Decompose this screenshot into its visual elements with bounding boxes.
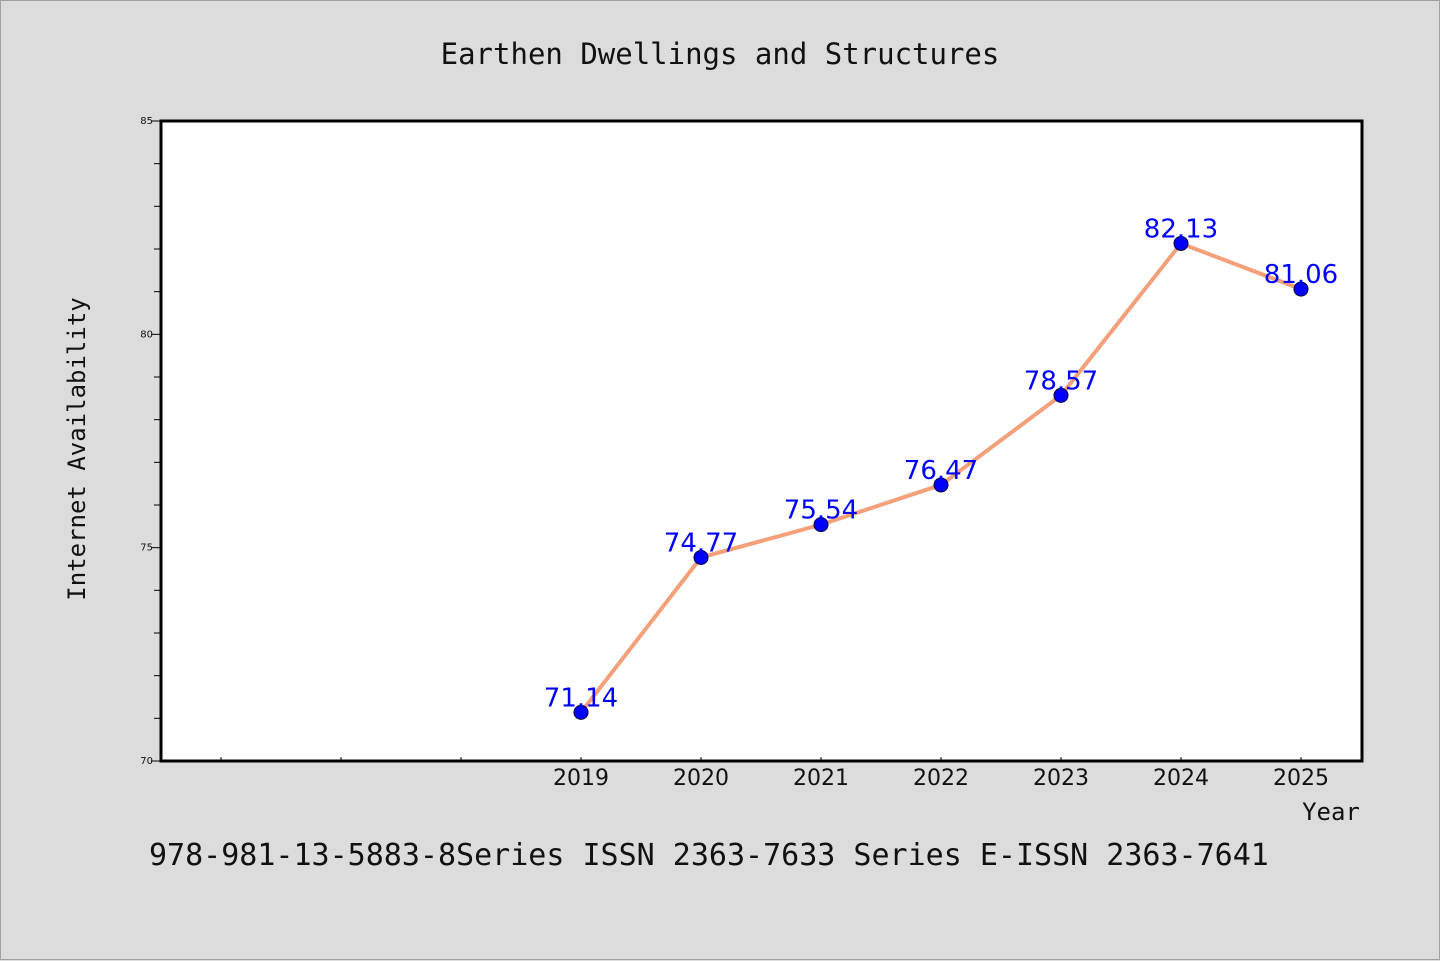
x-tick-label-2022: 2022	[913, 766, 969, 791]
data-label-2019: 71.14	[544, 683, 618, 713]
x-tick-label-2023: 2023	[1033, 766, 1089, 791]
data-point-2023	[1053, 387, 1069, 403]
x-axis: 2019 2020 2021 2022 2023 2024 2025	[220, 757, 1329, 791]
y-tick-label-70: 70	[140, 756, 153, 767]
data-label-2021: 75.54	[784, 496, 858, 526]
data-point-2022	[933, 477, 949, 493]
x-tick-label-2019: 2019	[553, 766, 609, 791]
data-label-2025: 81.06	[1264, 260, 1338, 290]
y-tick-label-75: 75	[140, 543, 153, 554]
data-point-2019	[573, 704, 589, 720]
x-tick-label-2021: 2021	[793, 766, 849, 791]
y-tick-label-80: 80	[140, 329, 153, 340]
x-axis-label: Year	[1302, 798, 1360, 826]
x-tick-label-2024: 2024	[1153, 766, 1209, 791]
y-tick-label-85: 85	[140, 116, 153, 127]
data-point-2024	[1173, 235, 1189, 251]
series-line: 71.14 74.77 75.54 76.47 78.57 82.13 81.06	[544, 214, 1338, 720]
footer-isbn: 978-981-13-5883-8Series ISSN 2363-7633 S…	[149, 838, 1269, 873]
y-axis: 70 75 80 85	[140, 116, 161, 767]
plot-area	[159, 119, 1364, 763]
y-axis-label: Internet Availability	[63, 297, 91, 600]
data-point-2025	[1293, 281, 1309, 297]
data-label-2022: 76.47	[904, 456, 978, 486]
x-tick-label-2025: 2025	[1273, 766, 1329, 791]
data-point-2020	[693, 549, 709, 565]
x-tick-label-2020: 2020	[673, 766, 729, 791]
chart-title: Earthen Dwellings and Structures	[441, 37, 1000, 71]
data-label-2020: 74.77	[664, 528, 738, 558]
data-label-2024: 82.13	[1144, 214, 1218, 244]
data-point-2021	[813, 517, 829, 533]
data-label-2023: 78.57	[1024, 366, 1098, 396]
